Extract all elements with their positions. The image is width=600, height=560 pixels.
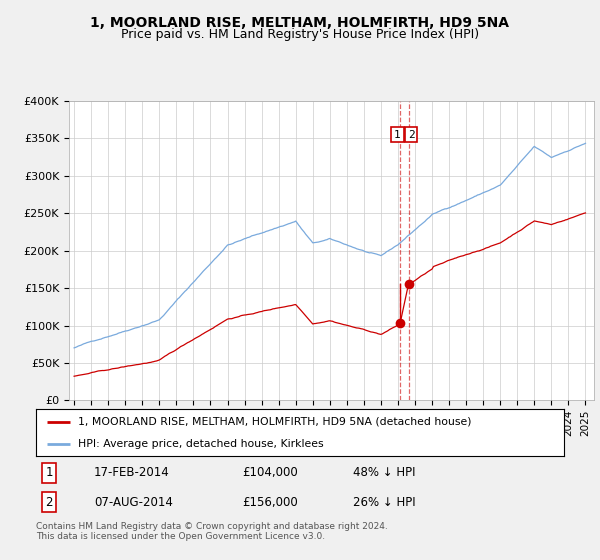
Text: 17-FEB-2014: 17-FEB-2014 [94, 466, 170, 479]
Text: Price paid vs. HM Land Registry's House Price Index (HPI): Price paid vs. HM Land Registry's House … [121, 28, 479, 41]
Text: 1: 1 [46, 466, 53, 479]
Text: £156,000: £156,000 [242, 496, 298, 508]
Text: 07-AUG-2014: 07-AUG-2014 [94, 496, 173, 508]
Text: Contains HM Land Registry data © Crown copyright and database right 2024.
This d: Contains HM Land Registry data © Crown c… [36, 522, 388, 542]
Text: 1, MOORLAND RISE, MELTHAM, HOLMFIRTH, HD9 5NA: 1, MOORLAND RISE, MELTHAM, HOLMFIRTH, HD… [91, 16, 509, 30]
Text: £104,000: £104,000 [242, 466, 298, 479]
Text: 1: 1 [394, 129, 401, 139]
Text: 26% ↓ HPI: 26% ↓ HPI [353, 496, 415, 508]
Text: 2: 2 [408, 129, 415, 139]
Text: 48% ↓ HPI: 48% ↓ HPI [353, 466, 415, 479]
Text: HPI: Average price, detached house, Kirklees: HPI: Average price, detached house, Kirk… [78, 438, 324, 449]
Text: 1, MOORLAND RISE, MELTHAM, HOLMFIRTH, HD9 5NA (detached house): 1, MOORLAND RISE, MELTHAM, HOLMFIRTH, HD… [78, 417, 472, 427]
Text: 2: 2 [46, 496, 53, 508]
